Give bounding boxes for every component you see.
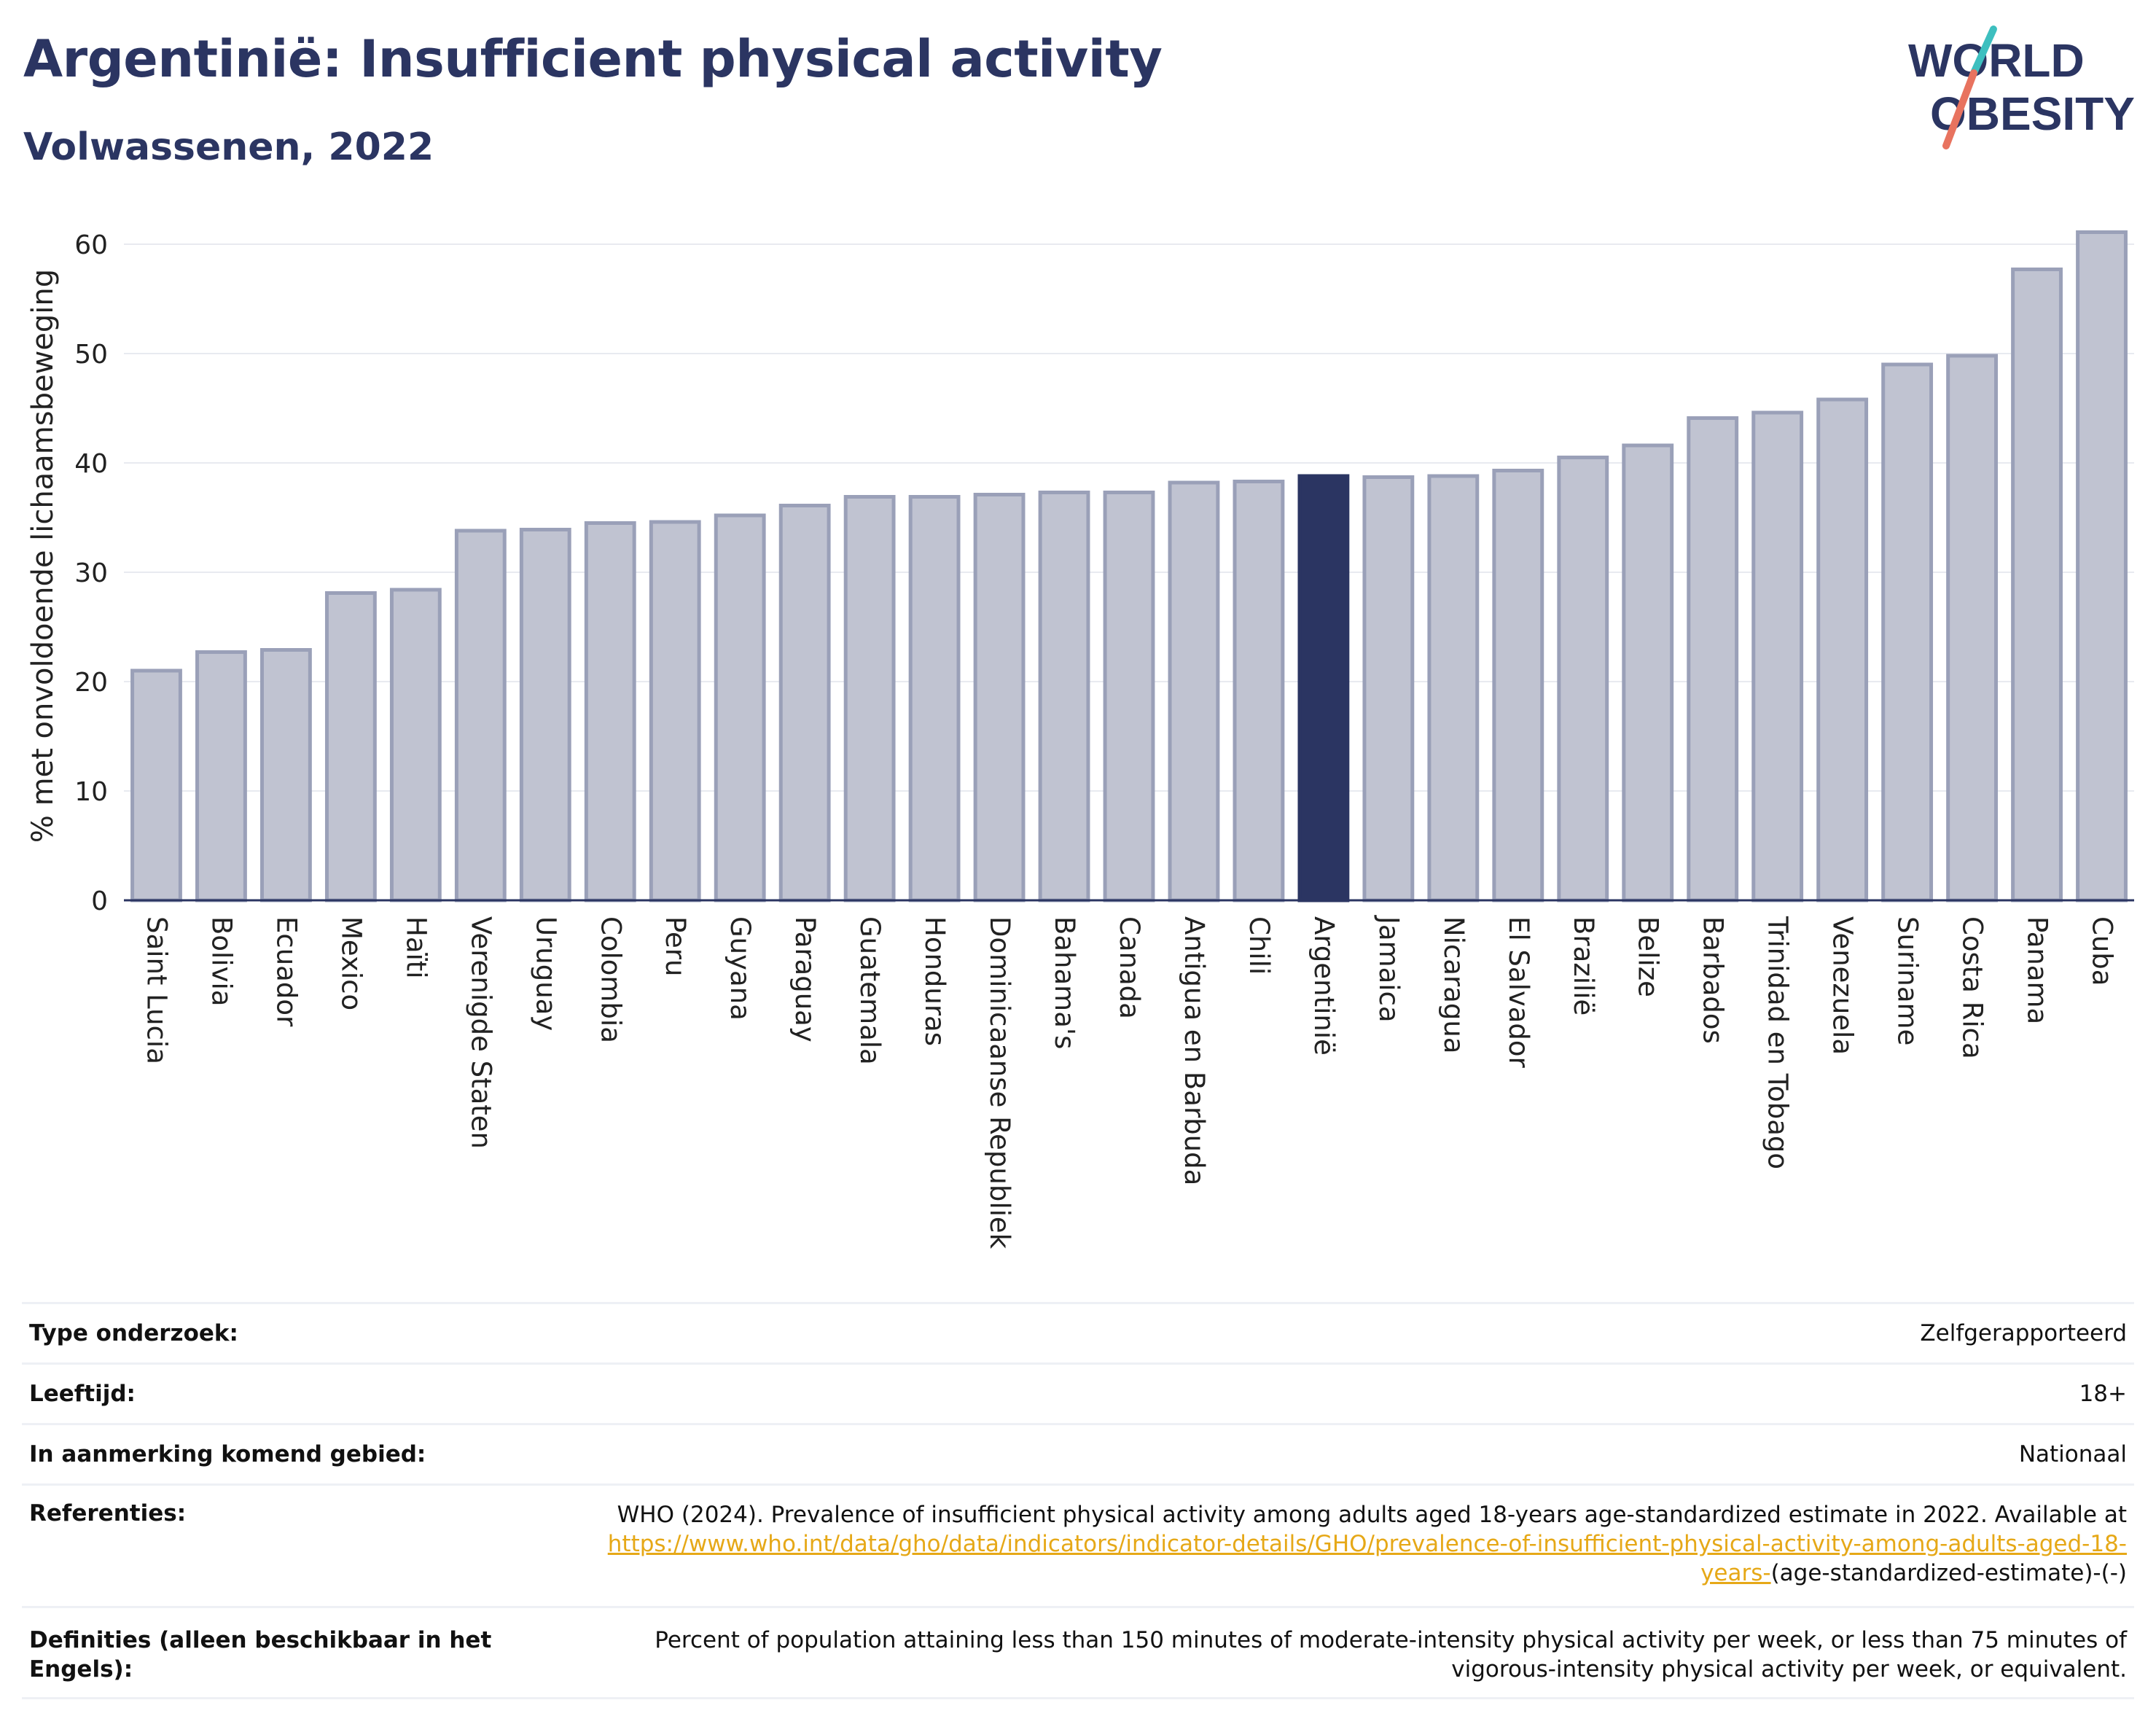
bar (454, 529, 507, 902)
y-tick-label: 30 (74, 558, 108, 588)
bar (1103, 491, 1155, 902)
meta-value: Nationaal (2018, 1441, 2127, 1467)
bar (1168, 480, 1220, 902)
reference-suffix: (age-standardized-estimate)-(-) (1770, 1560, 2127, 1586)
bar (1492, 469, 1544, 902)
bar (519, 528, 571, 902)
bar (778, 504, 831, 902)
meta-label: Definities (alleen beschikbaar in het En… (29, 1627, 492, 1683)
bar (649, 520, 701, 902)
x-tick-label: Dominicaanse Republiek (984, 916, 1015, 1249)
x-tick-label: El Salvador (1503, 916, 1534, 1069)
x-tick-label: Cuba (2087, 916, 2118, 986)
meta-row-references: Referenties: WHO (2024). Prevalence of i… (22, 1483, 2134, 1606)
bar (1622, 443, 1674, 902)
y-tick-label: 20 (74, 668, 108, 698)
bar (1946, 354, 1998, 902)
x-tick-label: Colombia (595, 916, 626, 1043)
x-tick-label: Belize (1633, 916, 1664, 997)
meta-row-survey-type: Type onderzoek: Zelfgerapporteerd (22, 1302, 2134, 1362)
x-tick-label: Brazilië (1568, 916, 1599, 1015)
y-tick-label: 0 (91, 886, 108, 916)
meta-label: Type onderzoek: (29, 1320, 238, 1346)
meta-value: WHO (2024). Prevalence of insufficient p… (582, 1500, 2127, 1606)
bar-highlight (1297, 474, 1350, 902)
bar (1362, 475, 1415, 902)
bar (1751, 410, 1804, 902)
bar (1881, 362, 1934, 902)
meta-label: Referenties: (29, 1500, 187, 1527)
x-tick-label: Canada (1114, 916, 1145, 1019)
x-tick-label: Verenigde Staten (465, 916, 496, 1149)
meta-label: In aanmerking komend gebied: (29, 1441, 426, 1467)
meta-row-age: Leeftijd: 18+ (22, 1362, 2134, 1423)
x-tick-label: Costa Rica (1957, 916, 1988, 1059)
world-obesity-logo: WORLD OBESITY (1908, 26, 2135, 149)
x-tick-label: Bolivia (206, 916, 237, 1006)
bar (324, 591, 377, 902)
x-tick-label: Paraguay (789, 916, 821, 1042)
y-tick-label: 60 (74, 230, 108, 260)
x-tick-label: Barbados (1698, 916, 1729, 1044)
y-tick-label: 50 (74, 340, 108, 370)
logo-line1: WORLD (1908, 34, 2085, 87)
chart-subtitle: Volwassenen, 2022 (23, 125, 434, 169)
x-tick-label: Saint Lucia (141, 916, 172, 1064)
x-tick-label: Trinidad en Tobago (1762, 916, 1794, 1169)
x-tick-label: Uruguay (530, 916, 561, 1031)
x-tick-label: Antigua en Barbuda (1179, 916, 1210, 1185)
bar (843, 495, 896, 902)
x-tick-label: Haïti (400, 916, 431, 979)
x-tick-label: Argentinië (1308, 916, 1340, 1056)
bar (1687, 416, 1739, 902)
bar (1427, 474, 1480, 902)
bar (1233, 480, 1285, 902)
meta-label: Leeftijd: (29, 1381, 136, 1407)
x-tick-label: Nicaragua (1438, 916, 1469, 1053)
bar (1038, 491, 1090, 902)
bar (973, 493, 1026, 902)
x-tick-label: Chili (1243, 916, 1275, 975)
y-tick-label: 10 (74, 777, 108, 807)
meta-value: Percent of population attaining less tha… (655, 1627, 2127, 1683)
bar (130, 668, 182, 902)
x-tick-label: Jamaica (1373, 915, 1405, 1023)
bar (908, 495, 961, 902)
y-tick-label: 40 (74, 449, 108, 479)
x-tick-label: Guatemala (854, 916, 886, 1065)
x-tick-label: Peru (660, 916, 691, 976)
reference-text: WHO (2024). Prevalence of insufficient p… (617, 1502, 2127, 1528)
bar (1557, 456, 1609, 902)
meta-value: 18+ (2079, 1381, 2127, 1407)
x-tick-label: Ecuador (270, 916, 302, 1027)
chart-title: Argentinië: Insufficient physical activi… (23, 29, 1163, 89)
meta-value: Zelfgerapporteerd (1920, 1320, 2127, 1346)
meta-row-area: In aanmerking komend gebied: Nationaal (22, 1423, 2134, 1483)
x-tick-label: Guyana (724, 916, 756, 1021)
bar (2011, 268, 2063, 902)
x-tick-label: Suriname (1892, 916, 1923, 1045)
x-tick-label: Bahama's (1049, 916, 1080, 1049)
bar (2076, 230, 2128, 902)
bar (1816, 397, 1869, 902)
x-tick-label: Venezuela (1827, 916, 1859, 1055)
bar (260, 648, 312, 902)
x-tick-label: Mexico (335, 916, 367, 1010)
bar (584, 521, 636, 902)
reference-link[interactable]: https://www.who.int/data/gho/data/indica… (607, 1531, 2127, 1586)
y-axis-label: % met onvoldoende lichaamsbeweging (26, 269, 60, 843)
x-tick-label: Panama (2022, 916, 2053, 1024)
bar (389, 588, 442, 902)
bar-chart: 0 10 20 30 40 50 60 % met onvoldoende lichaamsb… (26, 230, 2134, 1249)
x-tick-label: Honduras (919, 916, 950, 1046)
bar (195, 650, 247, 902)
metadata-table: Type onderzoek: Zelfgerapporteerd Leefti… (22, 1302, 2134, 1699)
bar (714, 513, 766, 902)
meta-row-definitions: Definities (alleen beschikbaar in het En… (22, 1606, 2134, 1699)
